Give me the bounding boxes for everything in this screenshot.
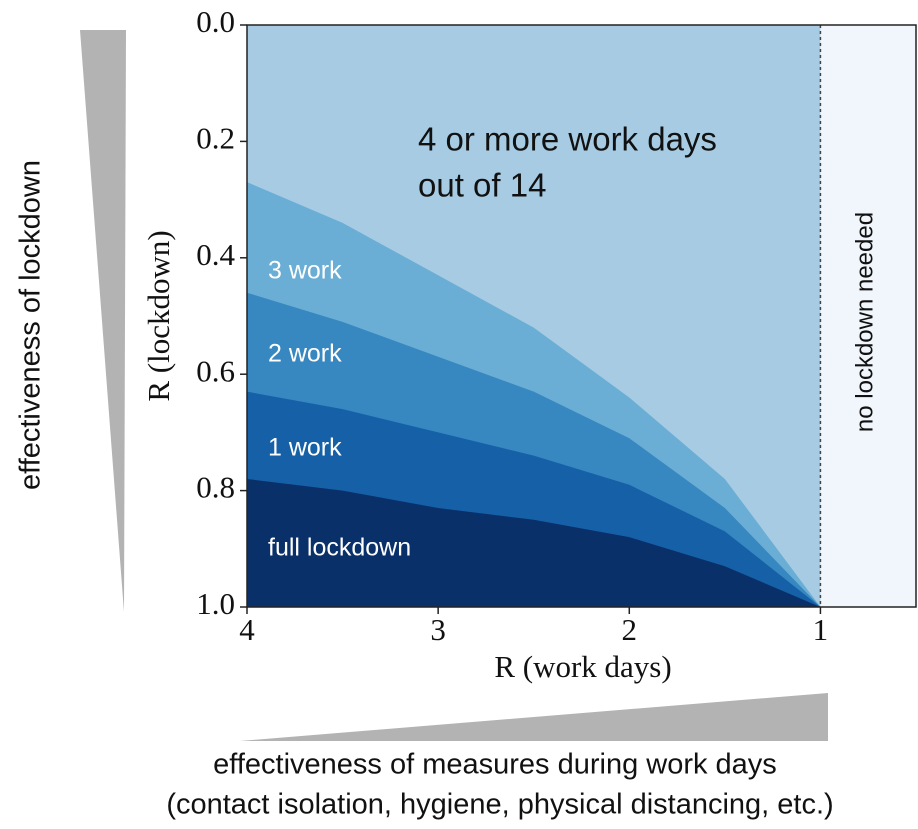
region-label: 4 or more work days xyxy=(418,121,717,158)
lockdown-wedge xyxy=(80,30,126,612)
y-axis-label: R (lockdown) xyxy=(141,230,176,401)
y-tick-label: 0.4 xyxy=(196,237,235,272)
workday-wedge xyxy=(240,693,828,741)
region-label: 2 work xyxy=(268,340,342,368)
bottom-arrow-label: effectiveness of measures during work da… xyxy=(213,749,777,781)
x-tick-label: 2 xyxy=(622,612,638,647)
x-axis-label: R (work days) xyxy=(494,649,671,684)
region-label: out of 14 xyxy=(418,167,546,204)
y-tick-label: 0.8 xyxy=(196,470,235,505)
y-tick-label: 1.0 xyxy=(196,586,235,621)
region-area xyxy=(247,478,821,607)
plot-frame xyxy=(246,24,917,608)
region-label: full lockdown xyxy=(268,534,411,562)
y-tick-label: 0.0 xyxy=(196,4,235,39)
region-label: 1 work xyxy=(268,434,342,462)
left-arrow-label: effectiveness of lockdown xyxy=(15,160,47,490)
right-region-label: no lockdown needed xyxy=(851,212,878,432)
y-tick-label: 0.2 xyxy=(196,121,235,156)
x-tick-label: 1 xyxy=(813,612,829,647)
x-tick-label: 3 xyxy=(430,612,446,647)
region-label: 3 work xyxy=(268,257,342,285)
bottom-arrow-label: (contact isolation, hygiene, physical di… xyxy=(166,789,833,821)
y-tick-label: 0.6 xyxy=(196,353,235,388)
right-region xyxy=(820,25,916,607)
x-tick-label: 4 xyxy=(239,612,255,647)
